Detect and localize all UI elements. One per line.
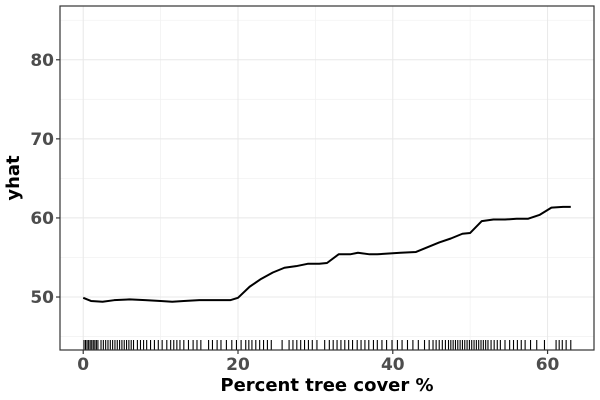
x-tick-label: 0: [77, 355, 89, 375]
x-tick-label: 40: [381, 355, 405, 375]
x-axis-title: Percent tree cover %: [220, 375, 433, 396]
y-axis-title: yhat: [3, 155, 24, 201]
y-axis-ticks: 50 60 70 80: [30, 51, 60, 308]
panel-border: [59, 5, 595, 351]
y-tick-label: 50: [30, 288, 54, 308]
grid-minor: [60, 6, 594, 350]
x-tick-label: 20: [226, 355, 250, 375]
rug-marks: [83, 340, 572, 350]
series-line: [82, 205, 571, 303]
y-tick-label: 80: [30, 51, 54, 71]
y-tick-label: 60: [30, 209, 54, 229]
y-tick-label: 70: [30, 130, 54, 150]
x-tick-label: 60: [536, 355, 560, 375]
grid-major: [60, 6, 594, 350]
x-axis-ticks: 0 20 40 60: [77, 350, 560, 375]
